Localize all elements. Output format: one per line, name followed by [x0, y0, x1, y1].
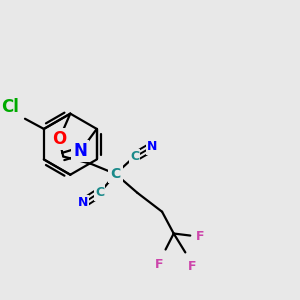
Text: N: N	[147, 140, 158, 153]
Text: F: F	[155, 258, 164, 271]
Text: N: N	[74, 142, 87, 160]
Text: C: C	[130, 150, 139, 163]
Text: N: N	[77, 196, 88, 209]
Text: Cl: Cl	[1, 98, 19, 116]
Text: C: C	[95, 186, 104, 199]
Text: O: O	[52, 130, 66, 148]
Text: F: F	[188, 260, 197, 273]
Text: C: C	[110, 167, 121, 181]
Text: F: F	[196, 230, 204, 243]
